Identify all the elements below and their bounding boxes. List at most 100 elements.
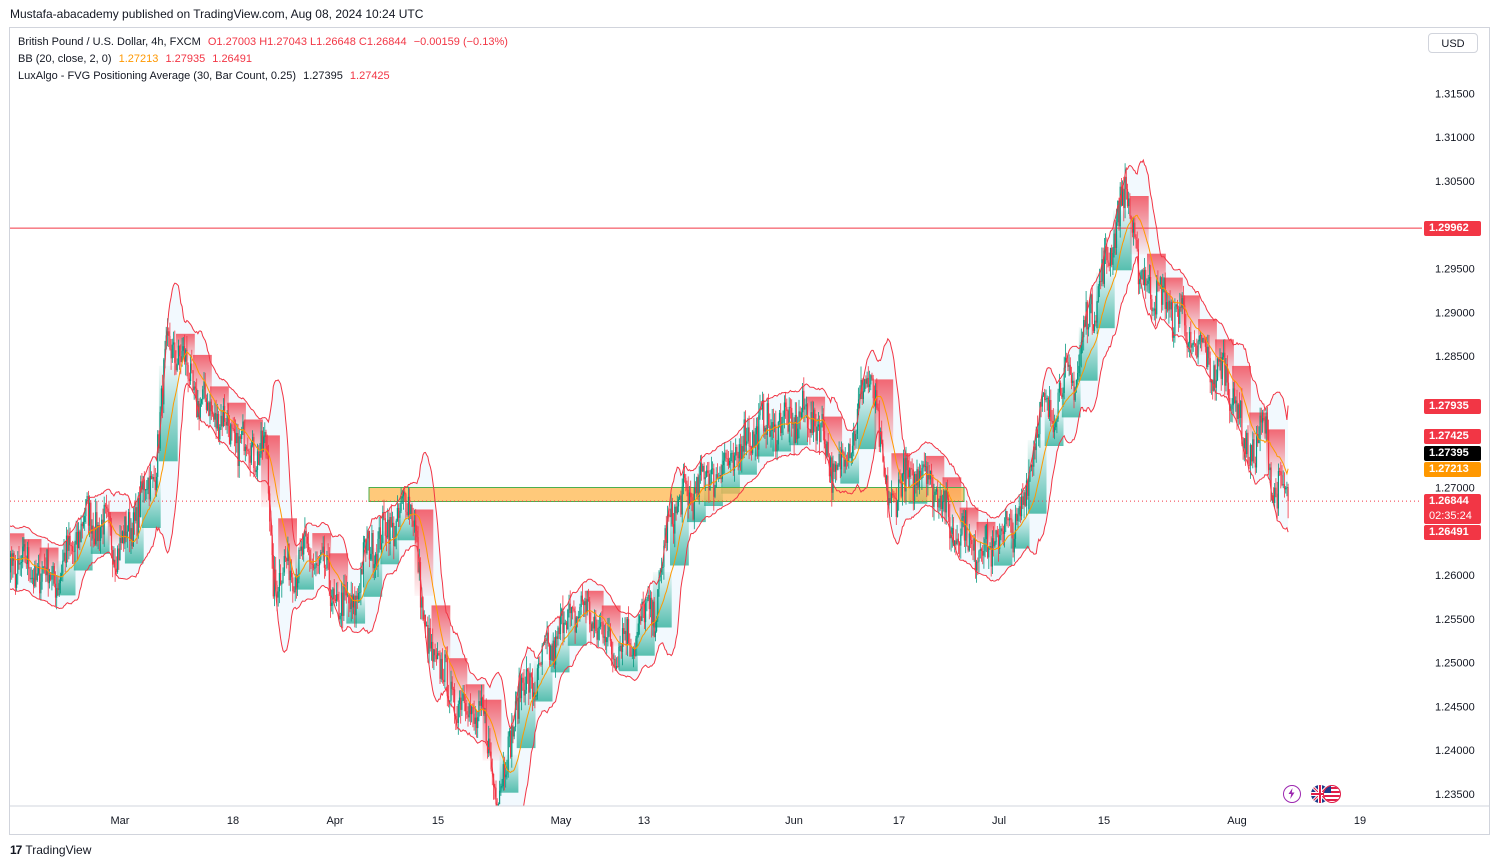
candle-body <box>359 592 361 594</box>
candle-body <box>62 560 64 574</box>
candle-body <box>473 713 475 724</box>
candle-body <box>574 611 576 633</box>
candle-body <box>1057 392 1059 419</box>
candle-body <box>1049 400 1051 417</box>
candle-body <box>203 381 205 390</box>
candle-body <box>977 561 979 563</box>
candle-body <box>78 531 80 549</box>
candle-body <box>426 625 428 627</box>
candle-body <box>164 348 166 360</box>
candle-body <box>1011 519 1013 533</box>
candle-body <box>467 714 469 718</box>
candle-body <box>404 491 406 495</box>
candle-body <box>1201 334 1203 343</box>
candle-body <box>791 407 793 425</box>
candle-body <box>612 654 614 660</box>
candle-body <box>931 470 933 475</box>
countdown-tag: 02:35:24 <box>1424 509 1481 524</box>
candle-body <box>705 470 708 478</box>
candle-body <box>1150 277 1152 299</box>
candle-body <box>1073 380 1075 401</box>
tradingview-footer[interactable]: 17 TradingView <box>10 843 91 857</box>
candle-body <box>530 673 532 678</box>
candle-body <box>564 622 566 624</box>
candle-body <box>238 436 240 466</box>
candle-body <box>76 532 78 549</box>
lightning-icon[interactable] <box>1283 785 1301 803</box>
candle-body <box>662 567 664 568</box>
candle-body <box>1070 374 1073 383</box>
candle-body <box>286 558 288 562</box>
candle-body <box>433 649 435 662</box>
candle-body <box>200 399 203 404</box>
last-price-tag: 1.26844 <box>1424 494 1481 509</box>
candle-body <box>887 475 889 506</box>
candle-body <box>127 512 130 532</box>
candle-body <box>802 390 804 413</box>
candle-body <box>1283 484 1286 490</box>
candle-body <box>1281 475 1283 486</box>
candle-body <box>727 458 729 466</box>
candle-body <box>952 527 955 546</box>
candle-body <box>129 512 131 542</box>
candle-body <box>172 342 175 345</box>
candle-body <box>31 577 33 579</box>
candle-body <box>956 538 958 545</box>
candle-body <box>1056 419 1058 423</box>
candle-body <box>980 549 983 551</box>
candle-body <box>317 565 319 566</box>
candle-body <box>673 524 675 534</box>
candle-body <box>789 406 791 408</box>
candle-body <box>323 546 325 568</box>
candle-body <box>592 622 594 629</box>
candle-body <box>5 555 6 561</box>
candle-body <box>496 804 498 806</box>
candle-body <box>48 575 50 584</box>
candle-body <box>1002 531 1004 534</box>
candle-body <box>698 475 700 497</box>
candle-body <box>714 487 716 497</box>
candle-body <box>820 422 822 442</box>
candle-body <box>1134 222 1136 237</box>
candle-body <box>1173 334 1175 338</box>
candle-body <box>1182 298 1185 306</box>
candle-body <box>787 411 789 432</box>
candle-body <box>529 673 531 693</box>
legend-symbol-row[interactable]: British Pound / U.S. Dollar, 4h, FXCM O1… <box>18 34 512 51</box>
candle-body <box>547 632 549 644</box>
legend-fvg-bear: 1.27425 <box>349 70 390 82</box>
candle-body <box>384 518 386 536</box>
candle-body <box>1212 380 1214 391</box>
candle-body <box>1018 506 1020 515</box>
legend-bb-row[interactable]: BB (20, close, 2, 0) 1.27213 1.27935 1.2… <box>18 51 512 68</box>
candle-body <box>84 516 86 522</box>
candle-body <box>767 403 770 426</box>
candle-body <box>505 774 507 778</box>
candle-body <box>538 663 540 669</box>
candle-body <box>1213 365 1215 391</box>
candle-body <box>452 689 454 690</box>
candle-body <box>1007 518 1009 521</box>
currency-button[interactable]: USD <box>1428 33 1478 53</box>
candle-body <box>525 669 527 690</box>
candle-body <box>146 489 148 491</box>
candle-body <box>597 627 599 640</box>
candle-body <box>1167 302 1169 311</box>
candle-body <box>694 487 697 493</box>
legend-fvg-row[interactable]: LuxAlgo - FVG Positioning Average (30, B… <box>18 68 512 85</box>
candle-body <box>421 597 423 608</box>
candle-body <box>533 692 535 698</box>
candle-body <box>804 406 806 410</box>
candle-body <box>508 731 510 737</box>
candle-body <box>771 422 773 432</box>
candle-body <box>1152 310 1154 312</box>
candle-body <box>342 592 344 616</box>
candle-body <box>1196 345 1198 358</box>
candle-body <box>866 377 868 384</box>
candle-body <box>462 693 464 701</box>
candle-body <box>108 512 110 516</box>
candle-body <box>1244 438 1247 455</box>
candle-body <box>935 489 938 492</box>
candle-body <box>469 702 471 715</box>
